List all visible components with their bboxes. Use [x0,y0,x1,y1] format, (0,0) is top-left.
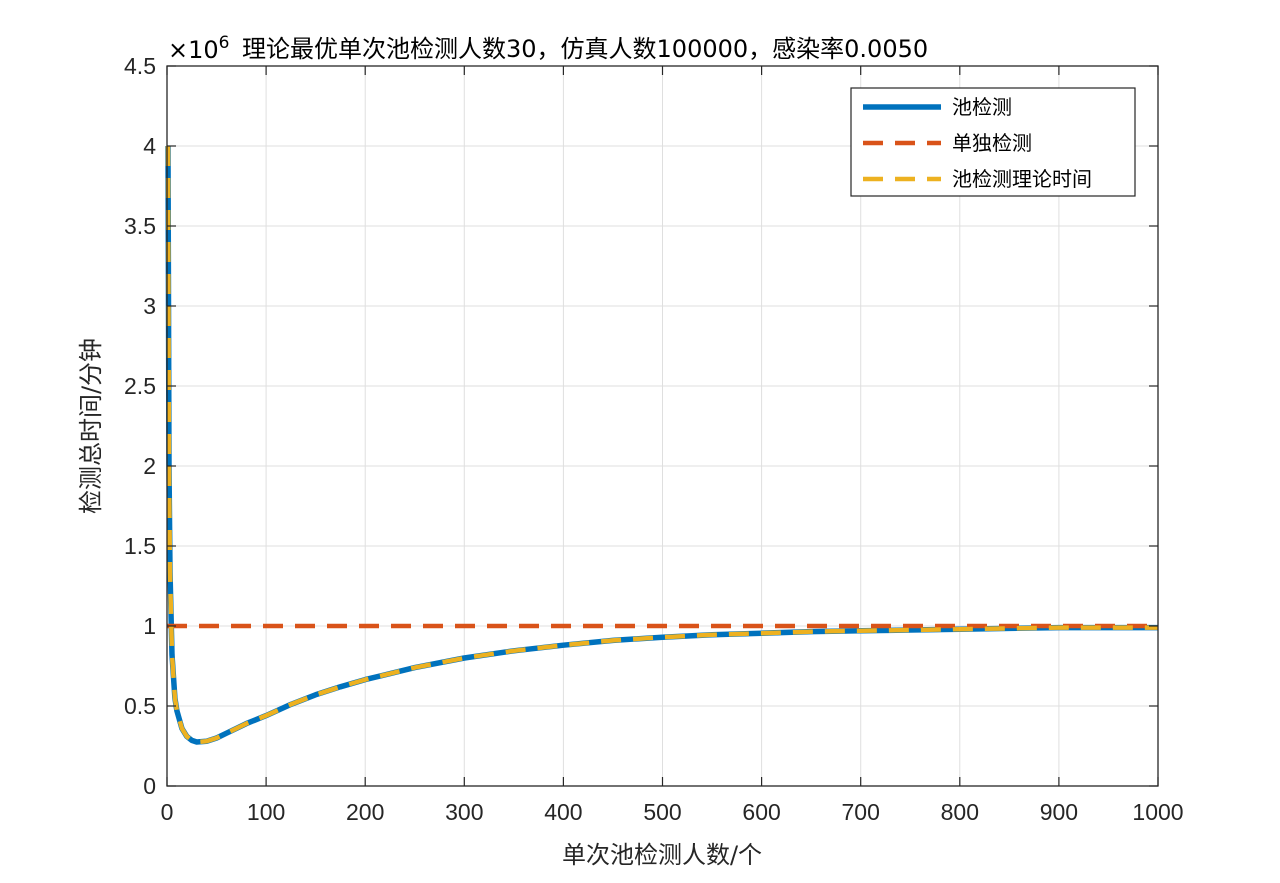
y-tick-label: 4 [143,133,156,159]
y-tick-label: 0.5 [124,693,156,719]
x-tick-label: 700 [842,799,880,825]
x-tick-label: 0 [161,799,174,825]
x-tick-label: 400 [544,799,582,825]
y-tick-label: 0 [143,773,156,799]
y-tick-label: 1.5 [124,533,156,559]
legend-label-pool-theory: 池检测理论时间 [952,167,1092,191]
legend-label-pool-test: 池检测 [952,95,1012,119]
y-tick-label: 3 [143,293,156,319]
ticks [166,65,1159,787]
x-tick-label: 1000 [1132,799,1183,825]
x-tick-label: 800 [941,799,979,825]
exponent-base: ×10 [168,36,219,64]
y-tick-label: 2.5 [124,373,156,399]
y-axis-label: 检测总时间/分钟 [77,338,105,514]
y-tick-label: 2 [143,453,156,479]
legend: 池检测 单独检测 池检测理论时间 [850,87,1136,197]
tick-labels: 0 100 200 300 400 500 600 700 800 900 1000 0 0.5 1 1.5… [124,53,1184,825]
x-tick-label: 200 [346,799,384,825]
x-tick-label: 100 [247,799,285,825]
chart-title: 理论最优单次池检测人数30，仿真人数100000，感染率0.0050 [242,35,928,63]
exponent-label: ×106 [168,33,229,64]
x-tick-label: 300 [445,799,483,825]
x-tick-label: 600 [742,799,780,825]
series-layer [165,145,1158,745]
y-tick-label: 3.5 [124,213,156,239]
y-tick-label: 1 [143,613,156,639]
x-tick-label: 500 [643,799,681,825]
y-tick-label: 4.5 [124,53,156,79]
series-pool-theory-line [165,145,1158,745]
exponent-power: 6 [219,33,230,53]
x-tick-label: 900 [1040,799,1078,825]
x-axis-label: 单次池检测人数/个 [562,841,762,869]
legend-label-individual-test: 单独检测 [952,131,1032,155]
